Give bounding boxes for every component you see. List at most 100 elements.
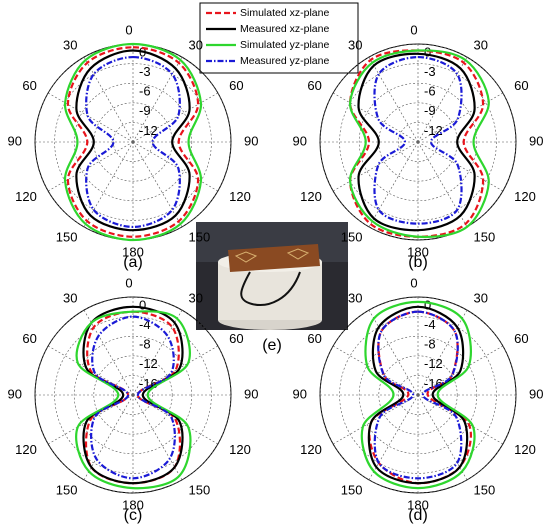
spoke [417, 309, 468, 396]
pattern-curve [373, 310, 463, 480]
pattern-curve [367, 305, 469, 485]
angle-label: 60 [229, 331, 243, 346]
angle-label: 150 [341, 483, 363, 498]
angle-label: 90 [8, 133, 22, 148]
spoke [83, 394, 134, 481]
angle-label: 120 [229, 189, 251, 204]
pattern-curve [75, 310, 192, 490]
spoke [368, 56, 419, 143]
angle-label: 120 [514, 442, 536, 457]
pattern-curve [63, 42, 203, 242]
legend-label: Measured yz-plane [240, 55, 329, 67]
angle-label: 60 [229, 78, 243, 93]
panel-label: (c) [124, 507, 143, 524]
angle-label: 0 [125, 275, 132, 290]
pattern-curve [368, 310, 473, 485]
angle-label: 0 [410, 275, 417, 290]
angle-label: 30 [63, 290, 77, 305]
spoke [417, 394, 468, 481]
angle-label: 180 [407, 497, 429, 512]
spoke [417, 141, 468, 228]
pattern-curve [348, 49, 490, 239]
radial-label: -8 [139, 337, 151, 352]
angle-label: 30 [348, 290, 362, 305]
spoke [132, 56, 183, 143]
grid-circle [358, 335, 478, 455]
angle-label: 180 [407, 244, 429, 259]
angle-label: 60 [514, 78, 528, 93]
angle-label: 120 [15, 442, 37, 457]
grid-circle [378, 355, 458, 435]
spoke [83, 141, 134, 228]
spoke [368, 309, 419, 396]
grid-circle [54, 63, 212, 221]
pattern-curve [348, 49, 485, 238]
angle-label: 120 [514, 189, 536, 204]
legend: Simulated xz-plane Measured xz-plane Simul… [199, 2, 359, 74]
radial-label: -4 [139, 317, 151, 332]
grid-circle [113, 375, 153, 415]
angle-label: 90 [244, 133, 258, 148]
radial-label: -3 [424, 64, 436, 79]
spoke [132, 141, 183, 228]
legend-label: Measured xz-plane [240, 23, 329, 35]
pattern-curve [75, 49, 191, 232]
radial-label: -6 [424, 84, 436, 99]
radial-label: -12 [139, 123, 158, 138]
spoke [368, 141, 419, 228]
angle-label: 30 [63, 37, 77, 52]
photo [196, 222, 348, 330]
angle-label: 60 [22, 331, 36, 346]
angle-label: 60 [307, 331, 321, 346]
angle-label: 30 [189, 290, 203, 305]
angle-label: 120 [15, 189, 37, 204]
radial-label: -12 [139, 356, 158, 371]
radial-label: -4 [424, 317, 436, 332]
panel-label: (a) [123, 254, 143, 271]
angle-label: 30 [348, 37, 362, 52]
angle-label: 150 [474, 230, 496, 245]
angle-label: 150 [189, 483, 211, 498]
spoke [132, 309, 183, 396]
pattern-curve [82, 305, 184, 485]
legend-label: Simulated xz-plane [240, 7, 329, 19]
radial-label: -8 [424, 337, 436, 352]
angle-label: 150 [341, 230, 363, 245]
spoke [132, 92, 219, 143]
angle-label: 150 [189, 230, 211, 245]
pattern-curve [90, 315, 176, 480]
spoke [83, 56, 134, 143]
radial-label: 0 [424, 297, 431, 312]
angle-label: 30 [189, 37, 203, 52]
spoke [132, 141, 219, 192]
angle-label: 120 [229, 442, 251, 457]
spoke [332, 394, 419, 445]
spoke [47, 141, 134, 192]
angle-label: 60 [22, 78, 36, 93]
angle-label: 90 [293, 386, 307, 401]
spoke [332, 92, 419, 143]
angle-label: 90 [529, 386, 543, 401]
panel-label: (d) [408, 507, 428, 524]
grid-circle [73, 335, 193, 455]
radial-label: -3 [139, 64, 151, 79]
angle-label: 0 [125, 22, 132, 37]
spoke [332, 141, 419, 192]
grid-circle [398, 122, 438, 162]
angle-label: 90 [529, 133, 543, 148]
grid-circle [339, 63, 497, 221]
radial-label: -6 [139, 84, 151, 99]
radial-label: 0 [139, 297, 146, 312]
pattern-curve [360, 300, 476, 490]
radial-label: -12 [424, 123, 443, 138]
angle-label: 180 [122, 244, 144, 259]
angle-label: 90 [293, 133, 307, 148]
pattern-curve [357, 52, 476, 232]
angle-label: 180 [122, 497, 144, 512]
panel-label: (b) [408, 254, 428, 271]
